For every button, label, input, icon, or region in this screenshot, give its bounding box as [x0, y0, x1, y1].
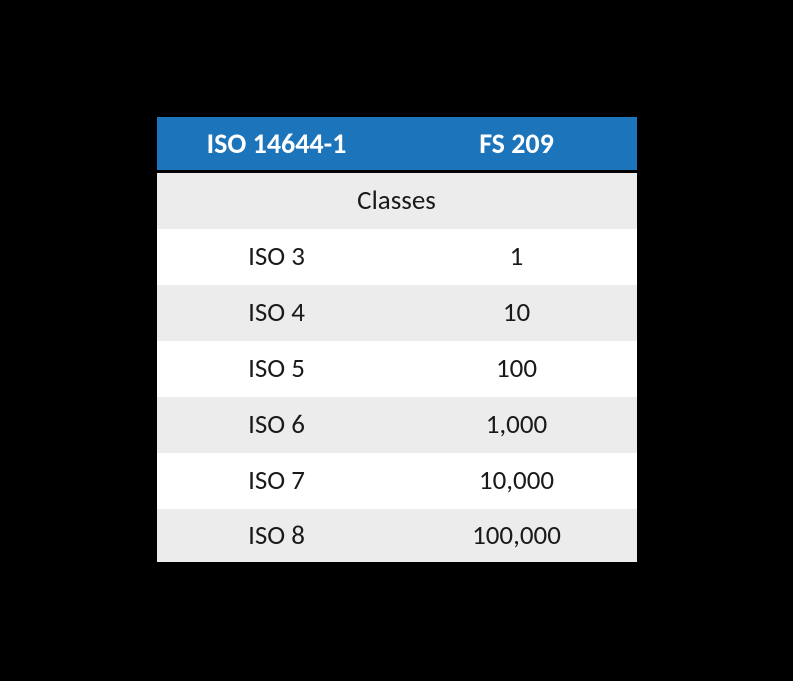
cell-iso: ISO 5 — [157, 352, 397, 385]
table-row: ISO 3 1 — [157, 229, 637, 285]
cell-fs: 100,000 — [397, 519, 637, 552]
table-row: ISO 8 100,000 — [157, 509, 637, 565]
column-header-fs: FS 209 — [397, 126, 637, 161]
cell-fs: 10,000 — [397, 464, 637, 497]
table-row: ISO 4 10 — [157, 285, 637, 341]
cell-iso: ISO 4 — [157, 296, 397, 329]
cleanroom-class-table: ISO 14644-1 FS 209 Classes ISO 3 1 ISO 4… — [157, 117, 637, 565]
column-header-iso: ISO 14644-1 — [157, 126, 397, 161]
table-row: ISO 6 1,000 — [157, 397, 637, 453]
cell-iso: ISO 8 — [157, 519, 397, 552]
table-header-row: ISO 14644-1 FS 209 — [157, 117, 637, 173]
cell-fs: 10 — [397, 296, 637, 329]
cell-fs: 1,000 — [397, 408, 637, 441]
table-subheader-row: Classes — [157, 173, 637, 229]
cell-iso: ISO 6 — [157, 408, 397, 441]
cell-fs: 1 — [397, 240, 637, 273]
table-row: ISO 5 100 — [157, 341, 637, 397]
cell-fs: 100 — [397, 352, 637, 385]
table-row: ISO 7 10,000 — [157, 453, 637, 509]
cell-iso: ISO 3 — [157, 240, 397, 273]
cell-iso: ISO 7 — [157, 464, 397, 497]
subheader-label: Classes — [157, 184, 637, 217]
